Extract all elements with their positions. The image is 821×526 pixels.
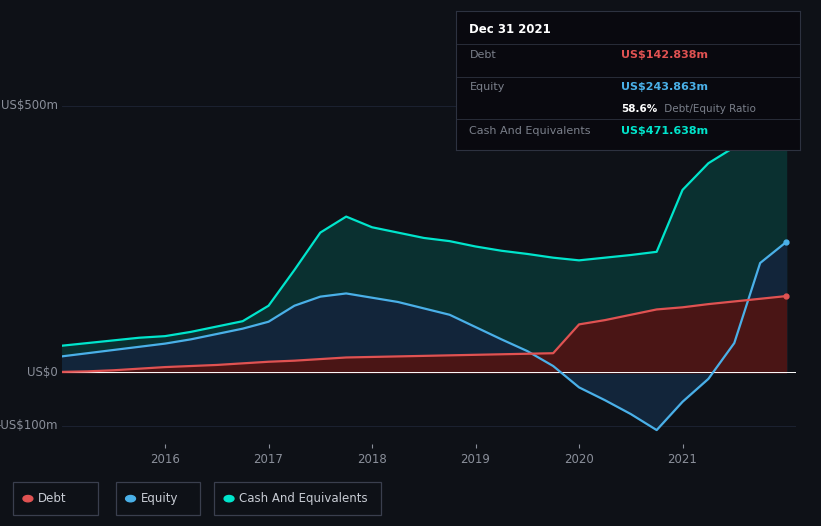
Text: US$243.863m: US$243.863m [621,82,709,92]
Text: Cash And Equivalents: Cash And Equivalents [470,126,591,136]
Text: Cash And Equivalents: Cash And Equivalents [239,492,368,505]
Text: US$142.838m: US$142.838m [621,49,709,59]
Text: US$500m: US$500m [1,99,58,112]
Text: Debt: Debt [38,492,67,505]
Text: Debt/Equity Ratio: Debt/Equity Ratio [661,104,755,114]
Text: US$471.638m: US$471.638m [621,126,709,136]
Text: Dec 31 2021: Dec 31 2021 [470,23,551,36]
Text: US$0: US$0 [27,366,58,379]
Text: Equity: Equity [140,492,178,505]
Text: Debt: Debt [470,49,496,59]
Text: -US$100m: -US$100m [0,419,58,432]
Text: 58.6%: 58.6% [621,104,658,114]
Text: Equity: Equity [470,82,505,92]
